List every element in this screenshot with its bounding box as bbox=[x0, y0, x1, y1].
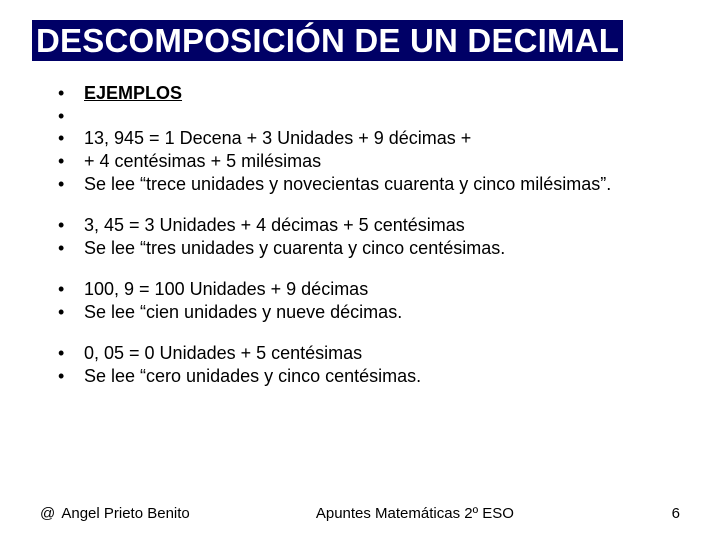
group-gap bbox=[0, 260, 720, 278]
at-symbol: @ bbox=[40, 505, 58, 522]
body-area: EJEMPLOS 13, 945 = 1 Decena + 3 Unidades … bbox=[0, 68, 720, 388]
bullet-group-2: 3, 45 = 3 Unidades + 4 décimas + 5 centé… bbox=[0, 214, 720, 260]
group-gap bbox=[0, 196, 720, 214]
footer-left: @ Angel Prieto Benito bbox=[40, 505, 190, 522]
bullet-group-4: 0, 05 = 0 Unidades + 5 centésimasSe lee … bbox=[0, 342, 720, 388]
bullet-item bbox=[58, 105, 680, 127]
bullet-item: Se lee “cien unidades y nueve décimas. bbox=[58, 301, 680, 324]
title-area: DESCOMPOSICIÓN DE UN DECIMAL bbox=[0, 0, 720, 68]
group-gap bbox=[0, 324, 720, 342]
bullet-item: 0, 05 = 0 Unidades + 5 centésimas bbox=[58, 342, 680, 365]
bullet-item: Se lee “tres unidades y cuarenta y cinco… bbox=[58, 237, 680, 260]
bullet-item: 3, 45 = 3 Unidades + 4 décimas + 5 centé… bbox=[58, 214, 680, 237]
bullet-item: EJEMPLOS bbox=[58, 82, 680, 105]
slide: DESCOMPOSICIÓN DE UN DECIMAL EJEMPLOS 13,… bbox=[0, 0, 720, 540]
section-label: EJEMPLOS bbox=[84, 83, 182, 103]
footer: @ Angel Prieto Benito Apuntes Matemática… bbox=[0, 505, 720, 522]
footer-center: Apuntes Matemáticas 2º ESO bbox=[190, 505, 640, 522]
bullet-item: 13, 945 = 1 Decena + 3 Unidades + 9 déci… bbox=[58, 127, 680, 150]
footer-page: 6 bbox=[640, 505, 680, 522]
bullet-item: Se lee “cero unidades y cinco centésimas… bbox=[58, 365, 680, 388]
bullet-item: 100, 9 = 100 Unidades + 9 décimas bbox=[58, 278, 680, 301]
footer-author: Angel Prieto Benito bbox=[61, 505, 189, 522]
bullet-group-1: EJEMPLOS 13, 945 = 1 Decena + 3 Unidades … bbox=[0, 82, 720, 196]
bullet-item: Se lee “trece unidades y novecientas cua… bbox=[58, 173, 680, 196]
bullet-group-3: 100, 9 = 100 Unidades + 9 décimasSe lee … bbox=[0, 278, 720, 324]
bullet-item: + 4 centésimas + 5 milésimas bbox=[58, 150, 680, 173]
slide-title: DESCOMPOSICIÓN DE UN DECIMAL bbox=[32, 20, 623, 61]
